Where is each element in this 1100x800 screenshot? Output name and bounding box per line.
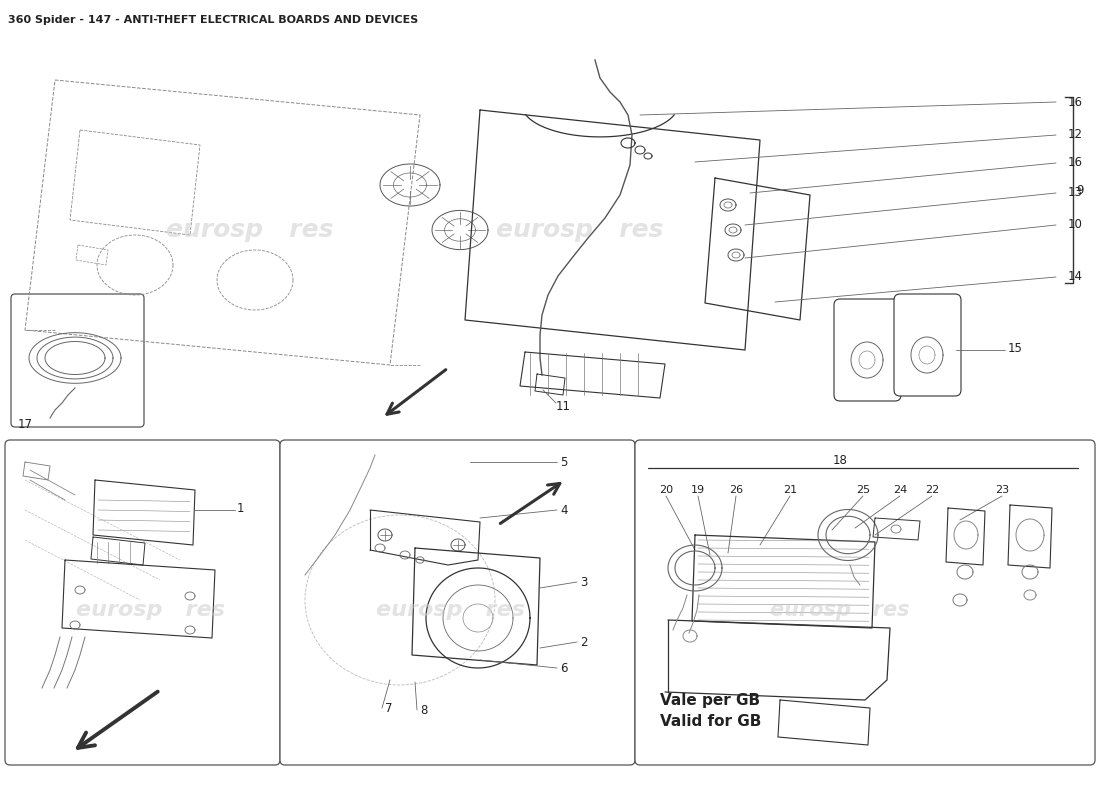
Text: 10: 10: [1068, 218, 1082, 231]
Text: 13: 13: [1068, 186, 1082, 199]
Text: 11: 11: [556, 399, 571, 413]
Text: 15: 15: [1008, 342, 1023, 354]
Text: 4: 4: [560, 503, 568, 517]
Text: 26: 26: [729, 485, 744, 495]
Text: 2: 2: [580, 635, 587, 649]
Text: 1: 1: [236, 502, 244, 514]
Text: Vale per GB: Vale per GB: [660, 693, 760, 707]
Text: 20: 20: [659, 485, 673, 495]
Text: eurosp   res: eurosp res: [770, 600, 910, 620]
Text: 18: 18: [833, 454, 847, 466]
Text: 19: 19: [691, 485, 705, 495]
Text: eurosp   res: eurosp res: [76, 600, 224, 620]
FancyBboxPatch shape: [6, 440, 280, 765]
Text: eurosp   res: eurosp res: [166, 218, 333, 242]
Text: 8: 8: [420, 703, 428, 717]
FancyBboxPatch shape: [894, 294, 961, 396]
Text: 7: 7: [385, 702, 393, 714]
Text: 9: 9: [1076, 183, 1084, 197]
Text: 24: 24: [893, 485, 907, 495]
Text: 12: 12: [1068, 129, 1084, 142]
Text: 22: 22: [925, 485, 939, 495]
Text: Valid for GB: Valid for GB: [660, 714, 761, 730]
Text: 21: 21: [783, 485, 798, 495]
FancyBboxPatch shape: [834, 299, 901, 401]
Text: 16: 16: [1068, 157, 1084, 170]
Text: eurosp   res: eurosp res: [375, 600, 525, 620]
FancyBboxPatch shape: [280, 440, 635, 765]
Text: 5: 5: [560, 455, 568, 469]
Text: 14: 14: [1068, 270, 1084, 283]
Text: 17: 17: [18, 418, 33, 431]
Text: 3: 3: [580, 575, 587, 589]
Text: eurosp   res: eurosp res: [496, 218, 663, 242]
Text: 6: 6: [560, 662, 568, 674]
FancyBboxPatch shape: [635, 440, 1094, 765]
FancyBboxPatch shape: [11, 294, 144, 427]
Text: 16: 16: [1068, 95, 1084, 109]
Text: 25: 25: [856, 485, 870, 495]
Text: 360 Spider - 147 - ANTI-THEFT ELECTRICAL BOARDS AND DEVICES: 360 Spider - 147 - ANTI-THEFT ELECTRICAL…: [8, 15, 418, 25]
Text: 23: 23: [994, 485, 1009, 495]
